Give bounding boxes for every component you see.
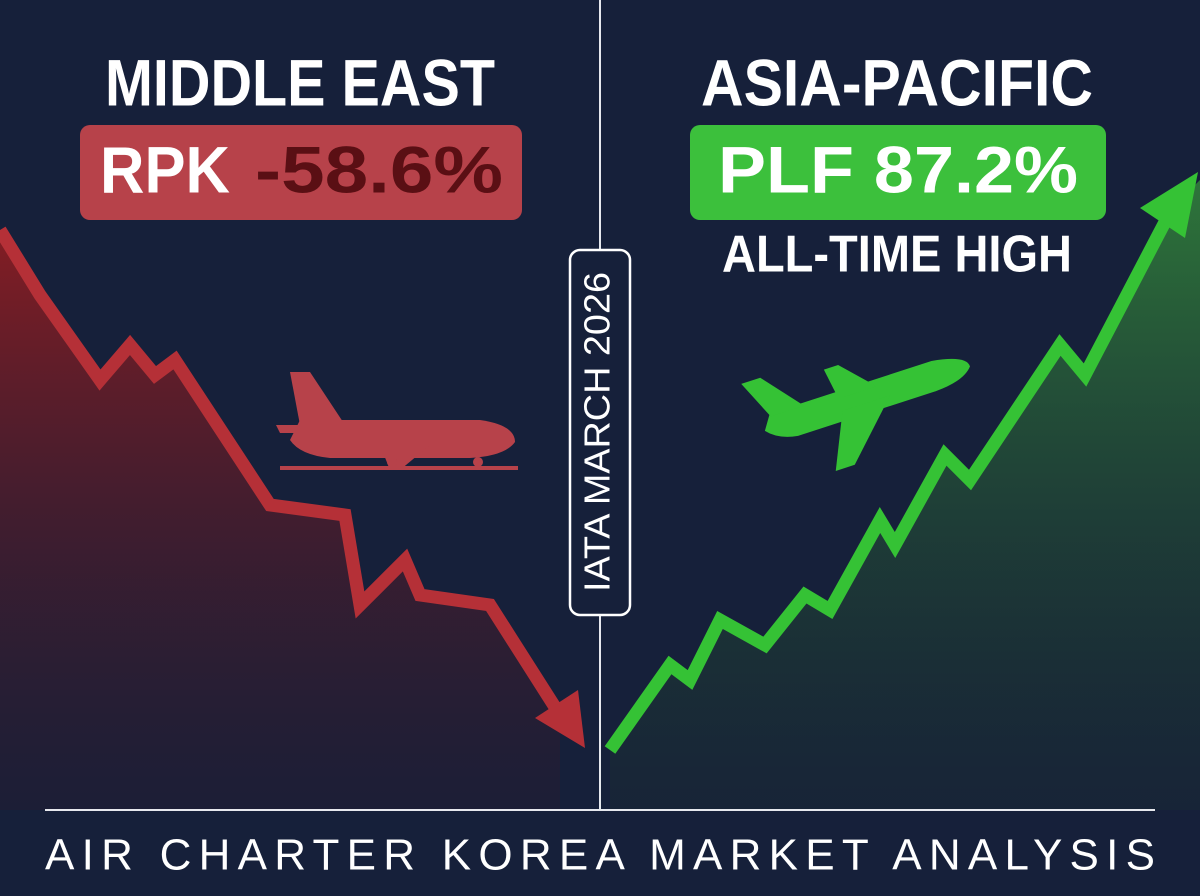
footer: AIR CHARTER KOREA MARKET ANALYSIS [45,831,1155,880]
left-metric-label: RPK [100,132,230,206]
right-metric-box [690,125,1106,220]
decline-arrowhead [535,690,585,748]
badge-text: IATA MARCH 2026 [577,272,618,592]
decline-line [0,226,566,719]
left-region: MIDDLE EAST [105,45,495,119]
right-region: ASIA-PACIFIC [701,45,1093,119]
right-metric: PLF 87.2% [718,132,1078,206]
flying-plane [741,358,970,471]
rise-arrowhead [1140,172,1198,238]
decline-area [0,230,560,810]
left-metric-value: -58.6% [255,132,503,206]
left-metric-box [80,125,522,220]
grounded-plane [276,372,518,470]
right-note: ALL-TIME HIGH [722,226,1072,284]
badge-box [568,248,632,617]
rise-area [610,180,1200,810]
rise-line [604,218,1171,754]
